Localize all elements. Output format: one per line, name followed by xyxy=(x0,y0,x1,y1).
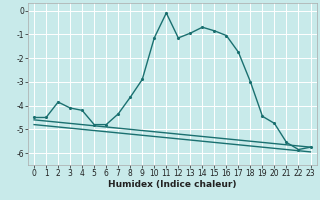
X-axis label: Humidex (Indice chaleur): Humidex (Indice chaleur) xyxy=(108,180,236,189)
